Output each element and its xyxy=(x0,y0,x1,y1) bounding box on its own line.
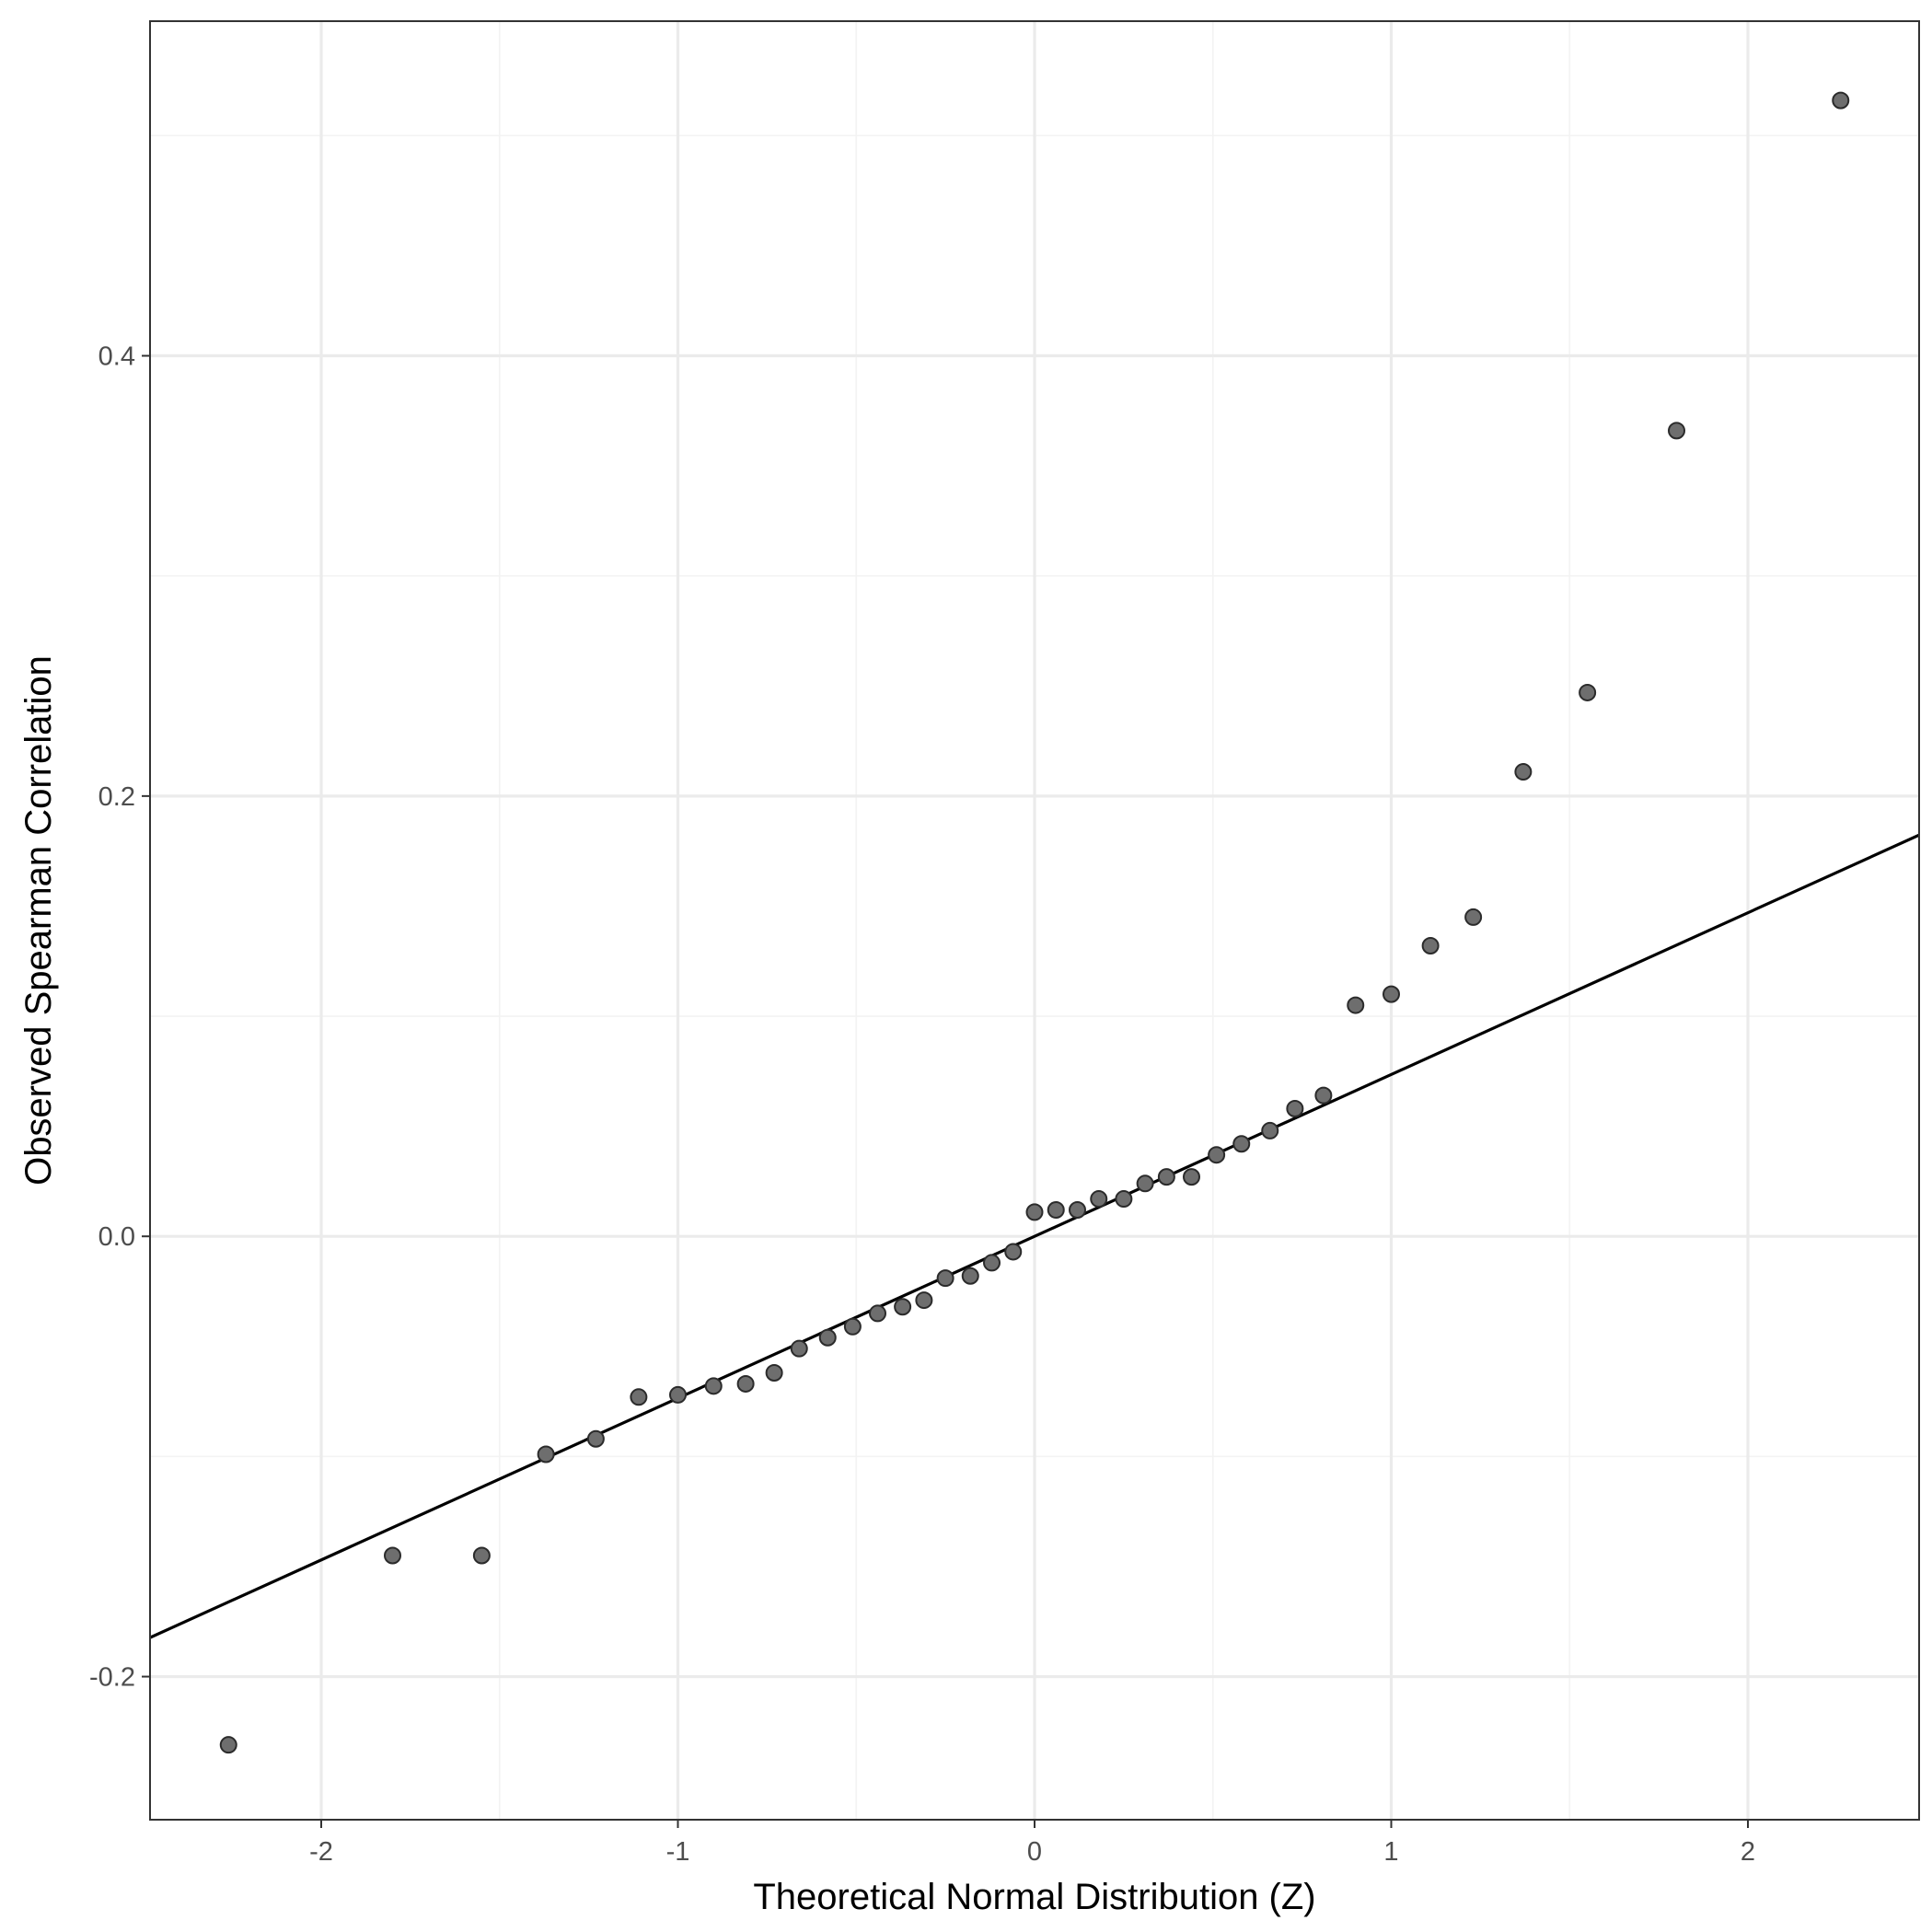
data-point xyxy=(1208,1146,1226,1164)
data-point xyxy=(1157,1168,1175,1186)
y-tick-label: 0.4 xyxy=(98,342,135,372)
data-point xyxy=(790,1339,808,1358)
data-point xyxy=(1261,1121,1279,1140)
data-point xyxy=(961,1267,979,1285)
data-point xyxy=(936,1269,954,1288)
x-tick-label: 0 xyxy=(1027,1837,1042,1867)
y-tick-label: 0.0 xyxy=(98,1222,135,1252)
data-point xyxy=(1382,985,1400,1003)
data-point xyxy=(1025,1203,1044,1221)
data-point xyxy=(765,1363,783,1382)
data-point xyxy=(1004,1243,1023,1261)
reference-line-layer xyxy=(150,833,1919,1639)
x-axis: -2 -1 0 1 2 xyxy=(309,1820,1755,1867)
data-point xyxy=(1314,1086,1333,1105)
data-points xyxy=(219,91,1850,1754)
data-point xyxy=(219,1736,237,1754)
data-point xyxy=(384,1546,401,1565)
data-point xyxy=(818,1328,837,1347)
major-gridlines xyxy=(150,21,1919,1820)
x-tick-label: 2 xyxy=(1741,1837,1755,1867)
x-axis-title: Theoretical Normal Distribution (Z) xyxy=(753,1877,1315,1917)
data-point xyxy=(1183,1168,1200,1186)
data-point xyxy=(869,1304,886,1323)
data-point xyxy=(1286,1099,1304,1117)
y-tick-label: 0.2 xyxy=(98,782,135,812)
data-point xyxy=(1115,1190,1133,1209)
data-point xyxy=(1668,422,1685,440)
data-point xyxy=(630,1388,648,1406)
data-point xyxy=(1069,1201,1086,1220)
y-axis-title: Observed Spearman Correlation xyxy=(18,655,59,1186)
data-point xyxy=(1832,91,1850,110)
data-point xyxy=(1514,763,1533,781)
data-point xyxy=(983,1254,1001,1272)
data-point xyxy=(1232,1135,1251,1153)
data-point xyxy=(1047,1201,1065,1220)
data-point xyxy=(1136,1174,1154,1193)
data-point xyxy=(586,1429,605,1448)
x-tick-label: -2 xyxy=(309,1837,333,1867)
data-point xyxy=(915,1291,933,1310)
y-tick-label: -0.2 xyxy=(89,1663,135,1693)
data-point xyxy=(894,1298,912,1316)
y-axis: -0.2 0.0 0.2 0.4 xyxy=(89,342,150,1693)
data-point xyxy=(1421,937,1440,955)
data-point xyxy=(704,1377,723,1395)
data-point xyxy=(1579,683,1597,701)
data-point xyxy=(669,1385,687,1404)
data-point xyxy=(1347,996,1365,1014)
data-point xyxy=(472,1546,491,1565)
qq-reference-line xyxy=(150,833,1919,1639)
data-point xyxy=(736,1374,755,1393)
x-tick-label: 1 xyxy=(1383,1837,1398,1867)
x-tick-label: -1 xyxy=(666,1837,690,1867)
data-point xyxy=(1464,908,1483,926)
plot-panel xyxy=(149,20,1920,1821)
data-point xyxy=(843,1317,862,1336)
data-point xyxy=(537,1445,555,1463)
data-point xyxy=(1090,1190,1108,1209)
